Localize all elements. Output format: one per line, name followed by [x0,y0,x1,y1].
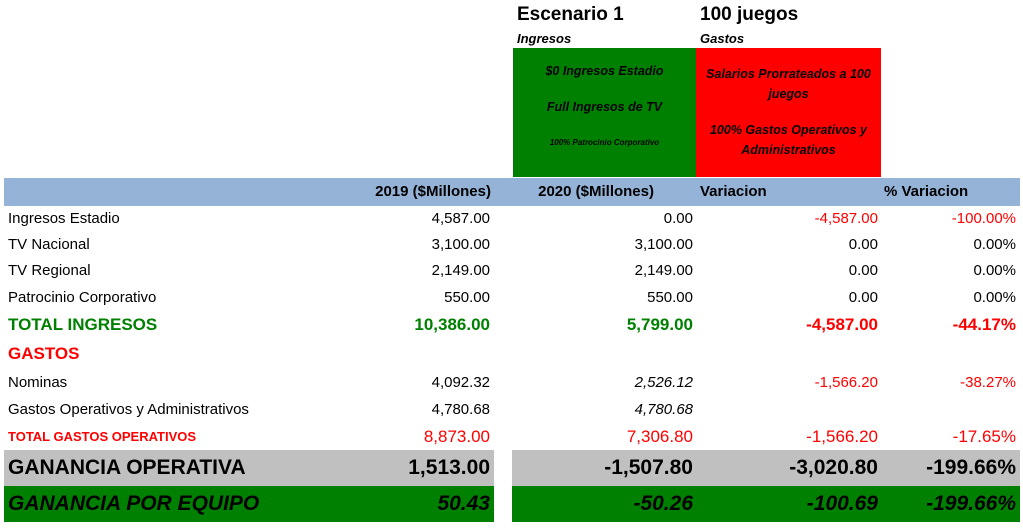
cell: 3,100.00 [634,236,693,253]
table-row: Ingresos Estadio 4,587.00 0.00 -4,587.00… [0,206,1023,232]
cell: 5,799.00 [626,315,693,334]
cell: 2,149.00 [634,262,693,279]
cell: 4,780.68 [634,401,693,418]
scenario-title: Escenario 1 [517,4,624,25]
row-label: Patrocinio Corporativo [8,289,157,306]
header-variacion: Variacion [700,183,767,200]
cell: -1,507.80 [604,456,693,479]
cell: 550.00 [647,289,693,306]
ganancia-por-equipo-row: GANANCIA POR EQUIPO 50.43 -50.26 -100.69… [0,486,1023,522]
gastos-label: Gastos [700,31,745,46]
cell: -199.66% [926,492,1016,515]
row-label: Nominas [8,374,68,391]
row-label: GASTOS [8,344,80,363]
cell: 550.00 [444,289,490,306]
header-pct-variacion: % Variacion [884,183,969,200]
cell: 0.00 [848,262,878,279]
table-row: Nominas 4,092.32 2,526.12 -1,566.20 -38.… [0,370,1023,396]
cell: -44.17% [952,315,1016,334]
ganancia-equipo-band-left [4,486,494,522]
cell: 0.00 [848,236,878,253]
row-label: TOTAL INGRESOS [8,315,158,334]
ingresos-notes-box: $0 Ingresos Estadio Full Ingresos de TV … [513,48,696,177]
cell: 0.00% [973,262,1016,279]
cell: -4,587.00 [814,210,878,227]
row-label: Ingresos Estadio [8,210,120,227]
cell: 4,587.00 [431,210,490,227]
ganancia-operativa-row: GANANCIA OPERATIVA 1,513.00 -1,507.80 -3… [0,450,1023,486]
cell: 1,513.00 [408,456,490,479]
cell: -17.65% [952,427,1016,446]
ganancia-operativa-band-right [512,450,1020,486]
cell: -100.00% [951,210,1016,227]
ganancia-equipo-band-right [512,486,1020,522]
cell: -38.27% [960,374,1016,391]
cell: -199.66% [926,456,1016,479]
table-row: TV Nacional 3,100.00 3,100.00 0.00 0.00% [0,232,1023,258]
cell: -50.26 [633,492,693,515]
cell: 0.00% [973,236,1016,253]
table-row: Gastos Operativos y Administrativos 4,78… [0,397,1023,423]
row-label: TV Regional [8,262,91,279]
cell: 0.00 [663,210,693,227]
ganancia-operativa-band-left [4,450,494,486]
cell: 0.00% [973,289,1016,306]
cell: 4,780.68 [431,401,490,418]
row-label: TOTAL GASTOS OPERATIVOS [8,429,197,444]
cell: 3,100.00 [431,236,490,253]
note: $0 Ingresos Estadio [545,64,664,78]
cell: -1,566.20 [806,427,878,446]
cell: -100.69 [806,492,878,515]
cell: -1,566.20 [814,374,878,391]
row-label: Gastos Operativos y Administrativos [8,401,249,418]
total-gastos-row: TOTAL GASTOS OPERATIVOS 8,873.00 7,306.8… [0,424,1023,450]
row-label: TV Nacional [8,236,90,253]
total-ingresos-row: TOTAL INGRESOS 10,386.00 5,799.00 -4,587… [0,312,1023,338]
table-header: 2019 ($Millones) 2020 ($Millones) Variac… [4,178,1020,206]
cell: 8,873.00 [423,427,490,446]
cell: 0.00 [848,289,878,306]
note: 100% Gastos Operativos y Administrativos [709,123,868,157]
cell: 2,526.12 [634,374,693,391]
cell: 2,149.00 [431,262,490,279]
note: 100% Patrocinio Corporativo [549,138,660,147]
table-row: Patrocinio Corporativo 550.00 550.00 0.0… [0,285,1023,311]
note: Full Ingresos de TV [546,100,663,114]
row-label: GANANCIA POR EQUIPO [8,492,260,515]
ingresos-label: Ingresos [517,31,572,46]
row-label: GANANCIA OPERATIVA [8,456,246,479]
cell: 10,386.00 [414,315,490,334]
cell: 4,092.32 [431,374,490,391]
header-2020: 2020 ($Millones) [538,183,654,200]
cell: 50.43 [437,492,490,515]
header-2019: 2019 ($Millones) [375,183,491,200]
gastos-heading-row: GASTOS [0,341,1023,367]
scenario-games: 100 juegos [700,4,799,25]
cell: -4,587.00 [806,315,878,334]
note: Salarios Prorrateados a 100 juegos [706,67,871,101]
gastos-notes-box: Salarios Prorrateados a 100 juegos 100% … [696,48,881,177]
table-row: TV Regional 2,149.00 2,149.00 0.00 0.00% [0,258,1023,284]
cell: -3,020.80 [789,456,878,479]
cell: 7,306.80 [626,427,693,446]
